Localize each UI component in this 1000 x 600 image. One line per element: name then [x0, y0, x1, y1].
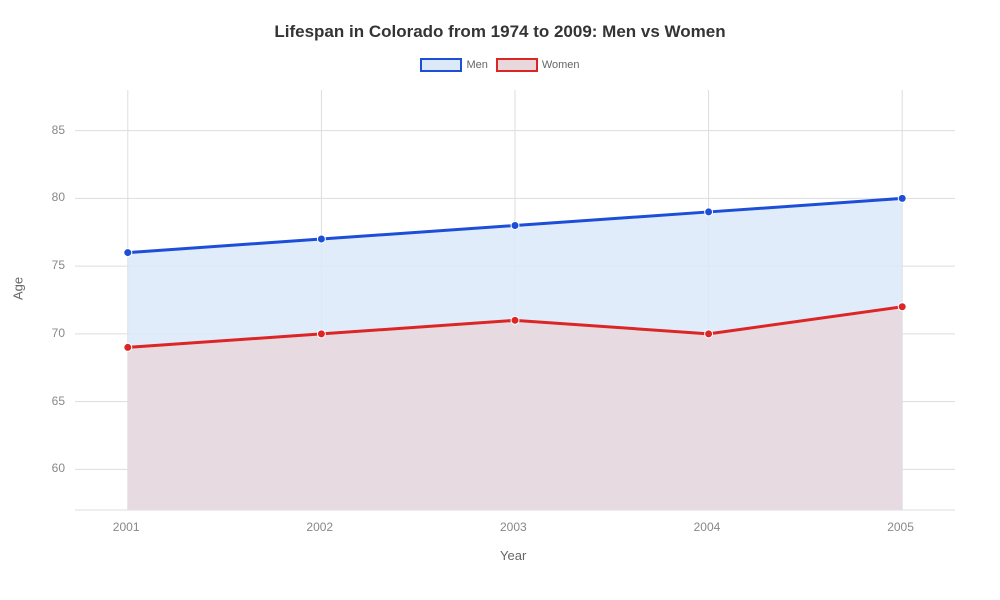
legend-label: Women: [542, 59, 580, 71]
y-tick-label: 60: [52, 461, 65, 475]
plot-area: [75, 90, 955, 510]
data-point[interactable]: [898, 194, 906, 202]
legend: Men Women: [0, 58, 1000, 72]
y-axis-label: Age: [11, 277, 26, 300]
y-tick-label: 75: [52, 258, 65, 272]
data-point[interactable]: [317, 235, 325, 243]
data-point[interactable]: [705, 208, 713, 216]
x-tick-label: 2004: [694, 520, 721, 534]
data-point[interactable]: [124, 249, 132, 257]
legend-item[interactable]: Men: [420, 58, 487, 72]
y-tick-label: 65: [52, 394, 65, 408]
legend-swatch: [496, 58, 538, 72]
data-point[interactable]: [705, 330, 713, 338]
data-point[interactable]: [898, 303, 906, 311]
legend-label: Men: [466, 59, 487, 71]
y-tick-label: 70: [52, 326, 65, 340]
x-tick-label: 2005: [887, 520, 914, 534]
legend-item[interactable]: Women: [496, 58, 580, 72]
x-tick-label: 2003: [500, 520, 527, 534]
data-point[interactable]: [124, 343, 132, 351]
x-tick-label: 2001: [113, 520, 140, 534]
y-tick-label: 80: [52, 190, 65, 204]
x-axis-label: Year: [500, 548, 526, 563]
y-tick-label: 85: [52, 123, 65, 137]
x-tick-label: 2002: [306, 520, 333, 534]
chart-container: Lifespan in Colorado from 1974 to 2009: …: [0, 0, 1000, 600]
data-point[interactable]: [511, 316, 519, 324]
data-point[interactable]: [317, 330, 325, 338]
plot-svg: [75, 90, 955, 510]
chart-title: Lifespan in Colorado from 1974 to 2009: …: [0, 22, 1000, 42]
legend-swatch: [420, 58, 462, 72]
data-point[interactable]: [511, 221, 519, 229]
